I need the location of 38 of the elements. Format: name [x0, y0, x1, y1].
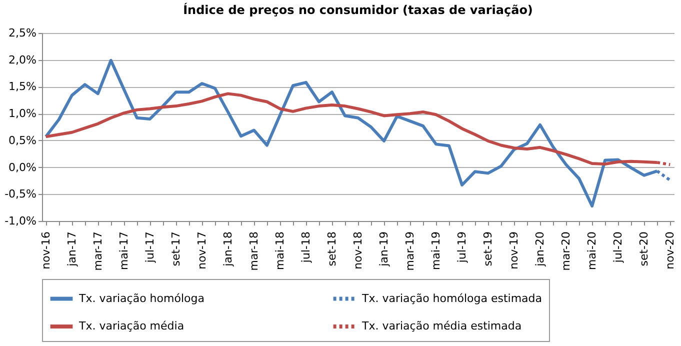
- x-tick-label: nov-17: [195, 232, 208, 270]
- x-tick-label: mar-20: [560, 232, 573, 271]
- x-tick-label: mai-17: [117, 232, 130, 270]
- x-tick-label: mar-19: [404, 232, 417, 271]
- x-tick-label: set-20: [638, 232, 651, 266]
- x-tick-label: jul-17: [143, 232, 156, 264]
- x-tick-label: mai-20: [586, 232, 599, 270]
- x-tick-label: nov-16: [39, 232, 52, 270]
- legend-label: Tx. variação homóloga: [78, 292, 204, 305]
- x-tick-label: jul-20: [612, 232, 625, 264]
- y-tick-label: 2,5%: [8, 26, 36, 40]
- y-tick-label: 1,5%: [8, 80, 36, 94]
- x-tick-label: set-17: [169, 232, 182, 266]
- legend-label: Tx. variação média estimada: [361, 320, 522, 332]
- x-tick-label: nov-19: [508, 232, 521, 270]
- y-tick-label: 0,5%: [8, 134, 36, 147]
- x-tick-label: jul-18: [299, 232, 312, 264]
- x-tick-label: mar-18: [247, 232, 260, 271]
- x-tick-label: jan-19: [378, 232, 391, 268]
- x-tick-label: jan-20: [534, 232, 547, 268]
- legend-label: Tx. variação homóloga estimada: [361, 292, 542, 305]
- x-tick-label: set-18: [325, 232, 338, 266]
- x-tick-label: nov-18: [352, 232, 364, 270]
- y-tick-label: -0,5%: [4, 188, 36, 201]
- x-tick-label: jan-18: [221, 232, 234, 268]
- x-tick-label: set-19: [482, 232, 495, 266]
- x-tick-label: mai-19: [430, 232, 443, 270]
- chart-title: Índice de preços no consumidor (taxas de variação): [183, 2, 533, 17]
- y-tick-label: 0,0%: [8, 160, 36, 174]
- legend-label: Tx. variação média: [78, 320, 184, 332]
- y-tick-label: 1,0%: [8, 107, 36, 120]
- x-tick-label: jul-19: [456, 232, 469, 264]
- y-tick-label: 2,0%: [8, 53, 36, 66]
- x-tick-label: nov-20: [664, 232, 677, 270]
- x-tick-label: mar-17: [91, 232, 104, 271]
- x-tick-label: mai-18: [273, 232, 286, 270]
- y-tick-label: -1,0%: [4, 214, 36, 228]
- x-tick-label: jan-17: [65, 232, 78, 268]
